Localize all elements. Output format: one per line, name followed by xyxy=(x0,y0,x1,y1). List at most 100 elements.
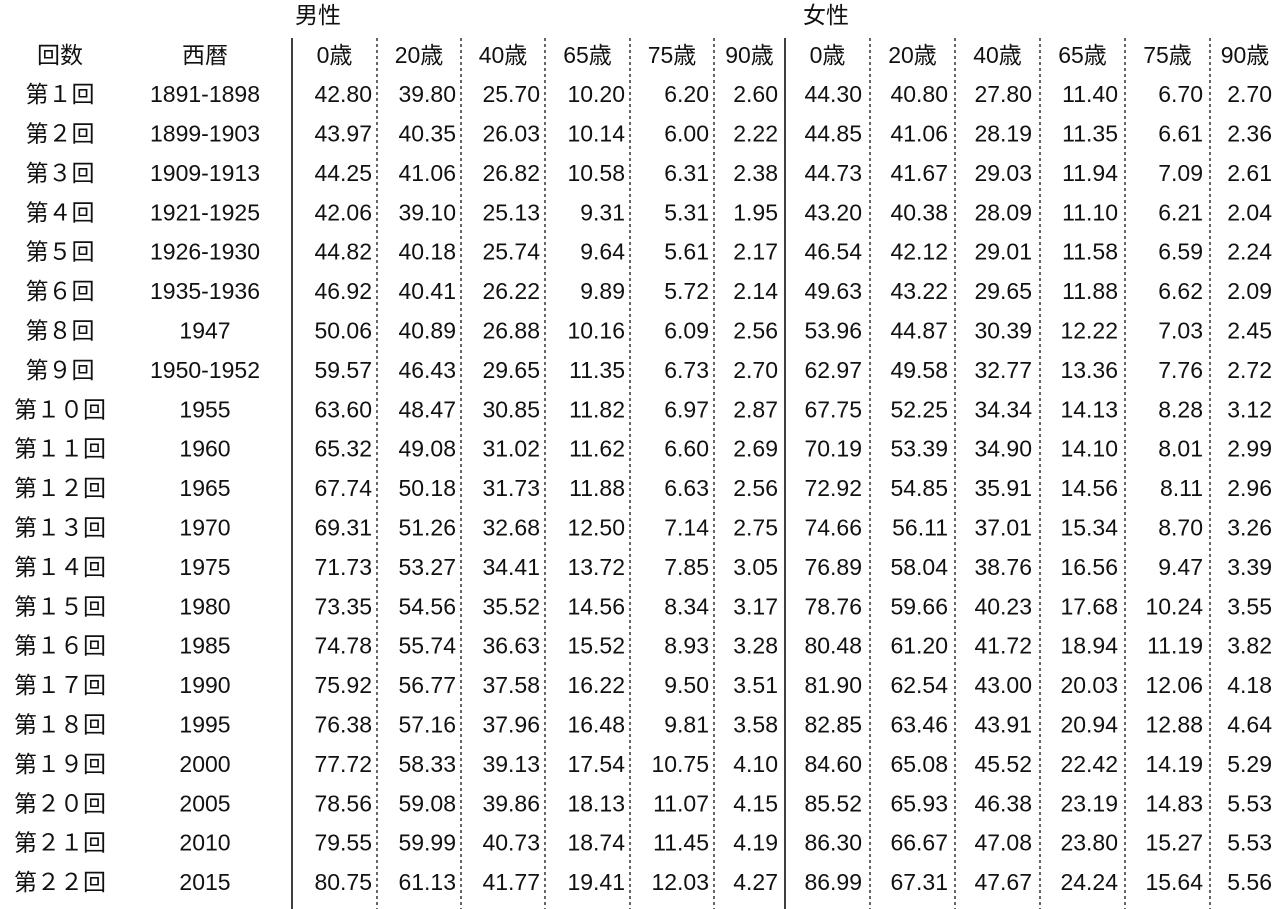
round-cell: 第２回 xyxy=(26,120,95,146)
column-header: 0歳 xyxy=(317,42,353,68)
column-header: 西暦 xyxy=(182,42,228,68)
value-cell: 70.19 xyxy=(804,436,862,462)
value-cell: 43.97 xyxy=(314,120,372,146)
value-cell: 46.92 xyxy=(314,278,372,304)
value-cell: 11.40 xyxy=(1062,81,1118,107)
value-cell: 3.26 xyxy=(1227,514,1272,540)
value-cell: 29.03 xyxy=(974,160,1032,186)
value-cell: 46.54 xyxy=(804,239,862,265)
value-cell: 44.85 xyxy=(804,120,862,146)
value-cell: 2.60 xyxy=(733,81,778,107)
value-cell: 9.47 xyxy=(1158,554,1203,580)
value-cell: 4.64 xyxy=(1227,711,1272,737)
value-cell: 2.87 xyxy=(733,396,778,422)
value-cell: 8.28 xyxy=(1158,396,1203,422)
value-cell: 53.27 xyxy=(398,554,456,580)
value-cell: 3.58 xyxy=(733,711,778,737)
year-cell: 1935-1936 xyxy=(150,278,260,304)
value-cell: 36.63 xyxy=(482,633,540,659)
value-cell: 11.35 xyxy=(569,357,625,383)
year-cell: 2010 xyxy=(179,830,230,856)
value-cell: 25.70 xyxy=(482,81,540,107)
value-cell: 78.56 xyxy=(314,790,372,816)
value-cell: 40.73 xyxy=(482,830,540,856)
round-cell: 第５回 xyxy=(26,239,95,265)
year-cell: 1970 xyxy=(179,514,230,540)
value-cell: 5.31 xyxy=(664,199,709,225)
value-cell: 10.20 xyxy=(567,81,625,107)
value-cell: 6.31 xyxy=(664,160,709,186)
value-cell: 44.73 xyxy=(804,160,862,186)
value-cell: 3.12 xyxy=(1227,396,1272,422)
value-cell: 15.52 xyxy=(567,633,625,659)
value-cell: 12.22 xyxy=(1060,317,1118,343)
value-cell: 71.73 xyxy=(314,554,372,580)
value-cell: 52.25 xyxy=(890,396,948,422)
value-cell: 76.38 xyxy=(314,711,372,737)
value-cell: 59.57 xyxy=(314,357,372,383)
value-cell: 32.68 xyxy=(482,514,540,540)
value-cell: 15.27 xyxy=(1145,830,1203,856)
round-cell: 第１７回 xyxy=(14,672,106,698)
value-cell: 54.85 xyxy=(890,475,948,501)
value-cell: 4.18 xyxy=(1227,672,1272,698)
value-cell: 61.20 xyxy=(890,633,948,659)
value-cell: 67.74 xyxy=(314,475,372,501)
value-cell: 4.27 xyxy=(733,869,778,895)
value-cell: 11.82 xyxy=(569,396,625,422)
value-cell: 59.99 xyxy=(398,830,456,856)
value-cell: 30.39 xyxy=(974,317,1032,343)
round-cell: 第１５回 xyxy=(14,593,106,619)
value-cell: 41.06 xyxy=(890,120,948,146)
value-cell: 38.76 xyxy=(974,554,1032,580)
value-cell: 2.22 xyxy=(733,120,778,146)
value-cell: 84.60 xyxy=(804,751,862,777)
year-cell: 1990 xyxy=(179,672,230,698)
round-cell: 第１６回 xyxy=(14,633,106,659)
value-cell: 44.30 xyxy=(804,81,862,107)
value-cell: 74.66 xyxy=(804,514,862,540)
value-cell: 7.14 xyxy=(664,514,709,540)
group-header: 女性 xyxy=(803,2,849,28)
year-cell: 1955 xyxy=(179,396,230,422)
value-cell: 32.77 xyxy=(974,357,1032,383)
column-header: 0歳 xyxy=(810,42,846,68)
value-cell: 49.63 xyxy=(804,278,862,304)
value-cell: 65.32 xyxy=(314,436,372,462)
value-cell: 14.56 xyxy=(567,593,625,619)
value-cell: 56.77 xyxy=(398,672,456,698)
year-cell: 2015 xyxy=(179,869,230,895)
value-cell: 39.13 xyxy=(482,751,540,777)
value-cell: 55.74 xyxy=(398,633,456,659)
value-cell: 62.97 xyxy=(804,357,862,383)
value-cell: 6.00 xyxy=(664,120,709,146)
value-cell: 29.01 xyxy=(974,239,1032,265)
value-cell: 53.96 xyxy=(804,317,862,343)
value-cell: 7.03 xyxy=(1158,317,1203,343)
value-cell: 39.10 xyxy=(398,199,456,225)
value-cell: 18.74 xyxy=(567,830,625,856)
year-cell: 1960 xyxy=(179,436,230,462)
value-cell: 34.41 xyxy=(482,554,540,580)
value-cell: 50.18 xyxy=(398,475,456,501)
column-header: 75歳 xyxy=(648,42,697,68)
value-cell: 80.48 xyxy=(804,633,862,659)
value-cell: 35.52 xyxy=(482,593,540,619)
year-cell: 1891-1898 xyxy=(150,81,260,107)
value-cell: 37.58 xyxy=(482,672,540,698)
value-cell: 2.99 xyxy=(1227,436,1272,462)
value-cell: 54.56 xyxy=(398,593,456,619)
group-header: 男性 xyxy=(295,2,341,28)
value-cell: 23.80 xyxy=(1060,830,1118,856)
value-cell: 39.86 xyxy=(482,790,540,816)
year-cell: 1980 xyxy=(179,593,230,619)
value-cell: 10.24 xyxy=(1145,593,1203,619)
value-cell: 80.75 xyxy=(314,869,372,895)
value-cell: 6.20 xyxy=(664,81,709,107)
value-cell: 62.54 xyxy=(890,672,948,698)
value-cell: 10.14 xyxy=(567,120,625,146)
round-cell: 第２１回 xyxy=(14,830,106,856)
value-cell: 9.81 xyxy=(664,711,709,737)
value-cell: 14.19 xyxy=(1145,751,1203,777)
value-cell: 6.09 xyxy=(664,317,709,343)
